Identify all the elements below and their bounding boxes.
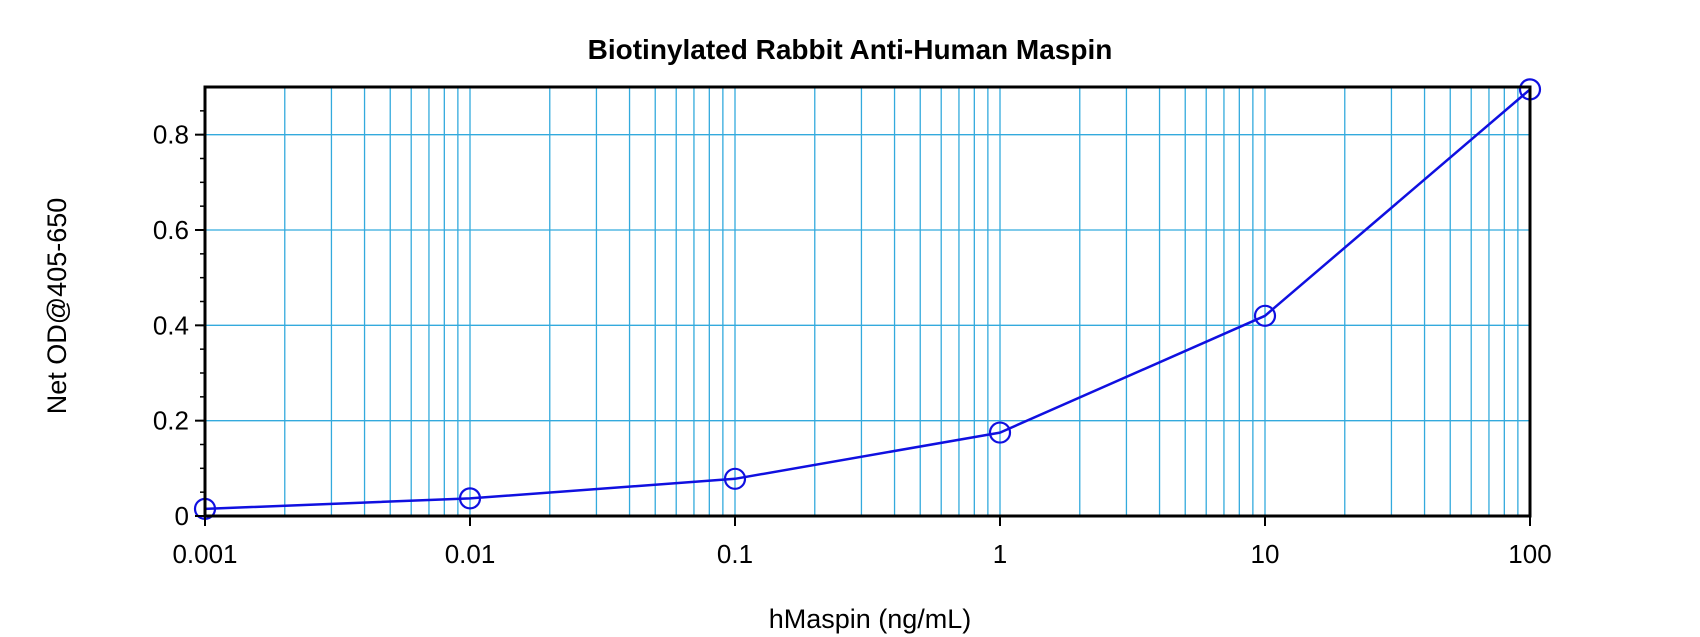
data-point-marker [1253, 304, 1277, 327]
grid [205, 87, 1530, 516]
y-tick-label: 0.6 [153, 215, 189, 245]
x-tick-label: 0.1 [717, 539, 753, 569]
series-line [204, 88, 1531, 511]
y-tick-label: 0.2 [153, 406, 189, 436]
plot-area [193, 78, 1542, 520]
x-tick-label: 100 [1508, 539, 1551, 569]
y-axis-label: Net OD@405-650 [42, 198, 72, 415]
y-axis-ticks: 0 0.2 0.4 0.6 0.8 [153, 120, 205, 531]
y-tick-label: 0.4 [153, 310, 189, 340]
x-tick-label: 1 [993, 539, 1007, 569]
x-tick-label: 10 [1251, 539, 1280, 569]
x-tick-label: 0.001 [172, 539, 237, 569]
data-point-marker [988, 421, 1012, 444]
x-tick-label: 0.01 [445, 539, 496, 569]
plot-frame [203, 85, 1532, 518]
data-point-marker [458, 487, 482, 510]
chart-title: Biotinylated Rabbit Anti-Human Maspin [588, 34, 1113, 65]
data-point-marker [723, 467, 747, 490]
x-axis-label: hMaspin (ng/mL) [769, 604, 972, 634]
y-tick-label: 0 [175, 501, 189, 531]
x-axis-ticks: 0.001 0.01 0.1 1 10 100 [172, 516, 1552, 569]
y-tick-label: 0.8 [153, 120, 189, 150]
